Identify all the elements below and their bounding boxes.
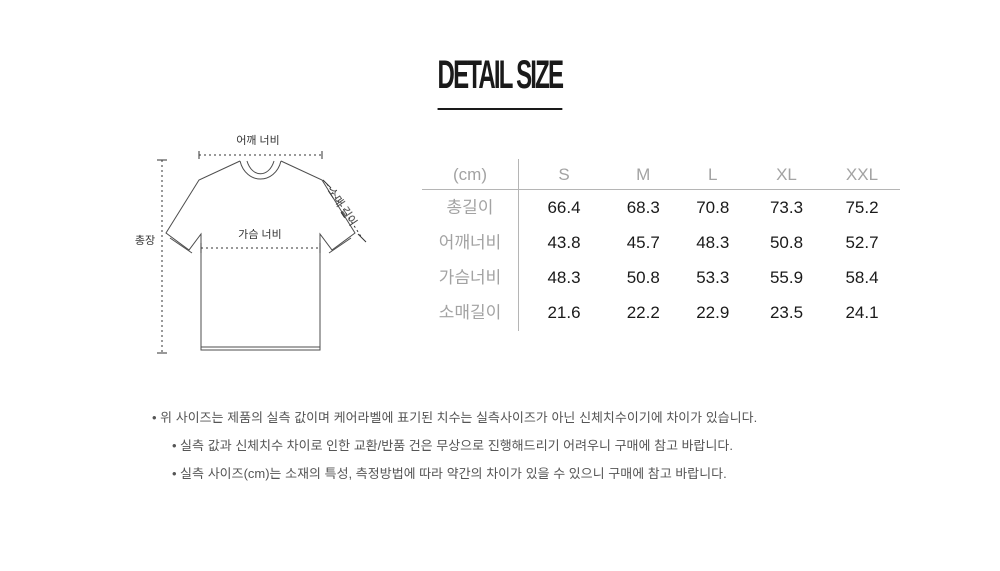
svg-text:총장: 총장 bbox=[135, 235, 155, 247]
svg-text:어깨 너비: 어깨 너비 bbox=[236, 135, 280, 147]
svg-text:가슴 너비: 가슴 너비 bbox=[238, 229, 282, 241]
